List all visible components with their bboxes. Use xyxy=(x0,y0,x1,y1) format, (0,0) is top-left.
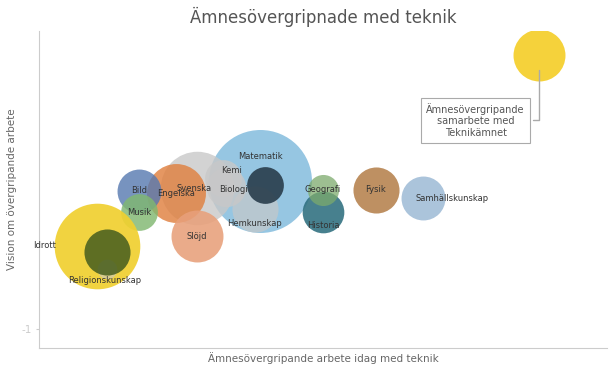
Point xyxy=(250,206,260,212)
Point xyxy=(134,209,144,215)
Point xyxy=(192,186,202,191)
Text: Geografi: Geografi xyxy=(305,185,341,194)
Text: Svenska: Svenska xyxy=(177,184,212,193)
Point xyxy=(221,184,231,190)
Point xyxy=(192,233,202,239)
Text: Matematik: Matematik xyxy=(238,152,282,161)
Point xyxy=(418,195,428,201)
Text: Religionskunskap: Religionskunskap xyxy=(68,276,141,285)
Point xyxy=(371,187,381,193)
Text: Slöjd: Slöjd xyxy=(187,232,207,240)
Text: Bild: Bild xyxy=(131,186,147,196)
Point xyxy=(260,182,270,188)
Text: Idrott: Idrott xyxy=(33,241,56,250)
Point xyxy=(134,188,144,194)
Text: Samhällskunskap: Samhällskunskap xyxy=(415,194,489,203)
Text: Ämnesövergripande
samarbete med
Teknikämnet: Ämnesövergripande samarbete med Teknikäm… xyxy=(426,70,538,138)
Y-axis label: Vision om övergripande arbete: Vision om övergripande arbete xyxy=(7,109,17,270)
Text: Engelska: Engelska xyxy=(157,189,195,198)
Point xyxy=(92,243,102,249)
Point xyxy=(318,209,328,215)
Text: Hemkunskap: Hemkunskap xyxy=(227,219,282,228)
Text: Biologi: Biologi xyxy=(219,185,248,194)
Point xyxy=(171,190,181,196)
Text: Kemi: Kemi xyxy=(220,165,241,175)
Title: Ämnesövergripnade med teknik: Ämnesövergripnade med teknik xyxy=(190,7,456,27)
Point xyxy=(103,249,112,255)
Point xyxy=(255,178,265,184)
Point xyxy=(103,266,112,272)
Point xyxy=(218,175,228,181)
Text: Musik: Musik xyxy=(127,208,151,217)
Point xyxy=(534,52,543,58)
Point xyxy=(318,187,328,193)
Text: Fysik: Fysik xyxy=(365,185,386,194)
Text: Historia: Historia xyxy=(307,221,340,230)
X-axis label: Ämnesövergripande arbete idag med teknik: Ämnesövergripande arbete idag med teknik xyxy=(208,352,438,364)
